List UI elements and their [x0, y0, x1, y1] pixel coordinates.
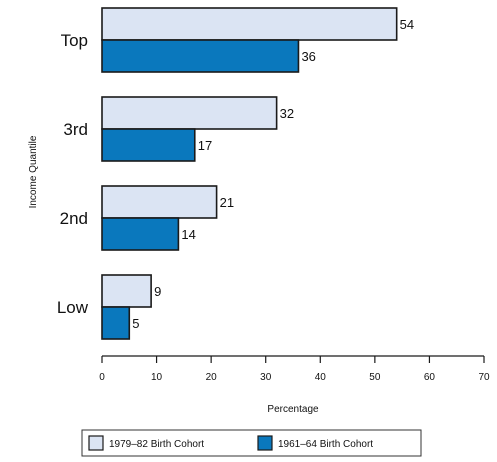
x-tick-label-10: 10 [151, 372, 163, 383]
x-tick-label-20: 20 [206, 372, 218, 383]
bar-top-series-2 [101, 39, 300, 73]
data-label-top-series-2: 36 [301, 49, 315, 64]
labels-layer: Top 54 36 3rd 32 17 2nd 21 14 Low 9 5 [57, 17, 414, 331]
x-axis: 0 10 20 30 40 50 60 70 [99, 355, 490, 383]
category-label-2nd: 2nd [60, 209, 88, 228]
bar-2nd-series-2 [101, 217, 180, 251]
data-label-2nd-series-1: 21 [220, 195, 234, 210]
x-tick-label-40: 40 [315, 372, 327, 383]
data-label-3rd-series-2: 17 [198, 138, 212, 153]
bars-layer [101, 7, 398, 340]
legend-frame [81, 429, 422, 457]
legend-label-series-2: 1961–64 Birth Cohort [278, 439, 373, 450]
data-label-low-series-2: 5 [132, 316, 139, 331]
data-label-3rd-series-1: 32 [280, 106, 294, 121]
bar-top-series-1 [101, 7, 398, 41]
bar-low-series-2 [101, 306, 131, 340]
data-label-top-series-1: 54 [400, 17, 414, 32]
bar-low-series-1 [101, 274, 152, 308]
data-label-2nd-series-2: 14 [181, 227, 195, 242]
legend-swatch-series-2 [257, 435, 273, 451]
category-label-3rd: 3rd [63, 120, 88, 139]
category-label-low: Low [57, 298, 89, 317]
bar-2nd-series-1 [101, 185, 218, 219]
category-label-top: Top [61, 31, 88, 50]
y-axis-title: Income Quantile [28, 135, 39, 208]
legend-label-series-1: 1979–82 Birth Cohort [109, 439, 204, 450]
bar-3rd-series-2 [101, 128, 196, 162]
x-tick-label-70: 70 [478, 372, 490, 383]
x-tick-label-50: 50 [369, 372, 381, 383]
legend-swatch-series-1 [88, 435, 104, 451]
legend: 1979–82 Birth Cohort 1961–64 Birth Cohort [81, 429, 422, 457]
x-axis-title: Percentage [267, 404, 319, 415]
x-tick-label-0: 0 [99, 372, 105, 383]
x-tick-label-60: 60 [424, 372, 436, 383]
x-tick-label-30: 30 [260, 372, 272, 383]
data-label-low-series-1: 9 [154, 284, 161, 299]
bar-3rd-series-1 [101, 96, 278, 130]
